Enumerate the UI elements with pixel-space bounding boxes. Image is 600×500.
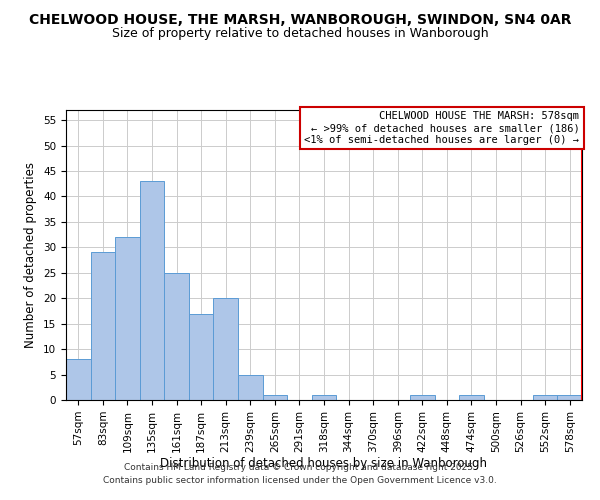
Text: CHELWOOD HOUSE THE MARSH: 578sqm
← >99% of detached houses are smaller (186)
<1%: CHELWOOD HOUSE THE MARSH: 578sqm ← >99% … xyxy=(304,112,580,144)
X-axis label: Distribution of detached houses by size in Wanborough: Distribution of detached houses by size … xyxy=(161,458,487,470)
Bar xyxy=(533,395,557,400)
Bar xyxy=(238,374,263,400)
Text: CHELWOOD HOUSE, THE MARSH, WANBOROUGH, SWINDON, SN4 0AR: CHELWOOD HOUSE, THE MARSH, WANBOROUGH, S… xyxy=(29,12,571,26)
Text: Contains HM Land Registry data © Crown copyright and database right 2025.
Contai: Contains HM Land Registry data © Crown c… xyxy=(103,463,497,485)
Bar xyxy=(312,395,336,400)
Text: Size of property relative to detached houses in Wanborough: Size of property relative to detached ho… xyxy=(112,28,488,40)
Bar xyxy=(459,395,484,400)
Bar xyxy=(115,237,140,400)
Bar xyxy=(410,395,434,400)
Bar xyxy=(140,181,164,400)
Y-axis label: Number of detached properties: Number of detached properties xyxy=(25,162,37,348)
Bar xyxy=(557,395,582,400)
Bar xyxy=(189,314,214,400)
Bar xyxy=(91,252,115,400)
Bar xyxy=(214,298,238,400)
Bar xyxy=(263,395,287,400)
Bar xyxy=(66,360,91,400)
Bar xyxy=(164,273,189,400)
